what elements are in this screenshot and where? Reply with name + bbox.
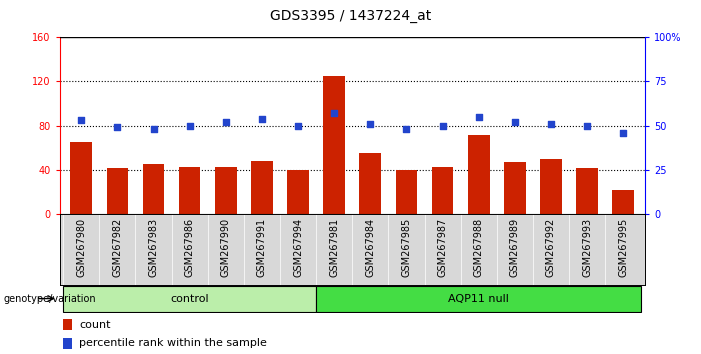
Text: GSM267981: GSM267981 <box>329 218 339 277</box>
Text: GSM267987: GSM267987 <box>437 218 447 277</box>
Point <box>437 123 448 129</box>
Text: GDS3395 / 1437224_at: GDS3395 / 1437224_at <box>270 9 431 23</box>
Bar <box>287 170 309 214</box>
Point <box>618 130 629 136</box>
Text: GSM267986: GSM267986 <box>184 218 195 277</box>
Bar <box>70 142 92 214</box>
Bar <box>504 162 526 214</box>
Text: GSM267988: GSM267988 <box>474 218 484 277</box>
Text: count: count <box>79 320 110 330</box>
Text: GSM267991: GSM267991 <box>257 218 267 277</box>
Bar <box>360 153 381 214</box>
Point <box>220 119 231 125</box>
Text: GSM267989: GSM267989 <box>510 218 520 277</box>
Bar <box>540 159 562 214</box>
Text: GSM267984: GSM267984 <box>365 218 375 277</box>
Bar <box>215 167 237 214</box>
Point <box>184 123 196 129</box>
Text: GSM267993: GSM267993 <box>582 218 592 277</box>
Bar <box>468 135 489 214</box>
Point <box>473 114 484 120</box>
Bar <box>432 167 454 214</box>
Bar <box>63 319 72 330</box>
Point <box>509 119 520 125</box>
Point <box>365 121 376 127</box>
Point <box>257 116 268 121</box>
Bar <box>179 167 200 214</box>
Point <box>148 126 159 132</box>
Bar <box>63 338 72 349</box>
Point <box>329 110 340 116</box>
Point <box>76 118 87 123</box>
Bar <box>143 164 164 214</box>
Bar <box>395 170 417 214</box>
Point <box>582 123 593 129</box>
Text: GSM267992: GSM267992 <box>546 218 556 277</box>
Text: GSM267980: GSM267980 <box>76 218 86 277</box>
Text: GSM267982: GSM267982 <box>112 218 123 277</box>
Text: GSM267990: GSM267990 <box>221 218 231 277</box>
Text: GSM267983: GSM267983 <box>149 218 158 277</box>
Bar <box>613 190 634 214</box>
Bar <box>107 168 128 214</box>
Point <box>401 126 412 132</box>
Point <box>545 121 557 127</box>
Text: GSM267994: GSM267994 <box>293 218 303 277</box>
Text: GSM267995: GSM267995 <box>618 218 628 277</box>
Bar <box>576 168 598 214</box>
Text: percentile rank within the sample: percentile rank within the sample <box>79 338 267 348</box>
Text: GSM267985: GSM267985 <box>402 218 411 277</box>
Bar <box>323 76 345 214</box>
Text: genotype/variation: genotype/variation <box>4 293 96 304</box>
Bar <box>251 161 273 214</box>
FancyBboxPatch shape <box>63 286 316 312</box>
Text: control: control <box>170 293 209 304</box>
Text: AQP11 null: AQP11 null <box>448 293 509 304</box>
FancyBboxPatch shape <box>316 286 641 312</box>
Point <box>292 123 304 129</box>
Point <box>111 125 123 130</box>
